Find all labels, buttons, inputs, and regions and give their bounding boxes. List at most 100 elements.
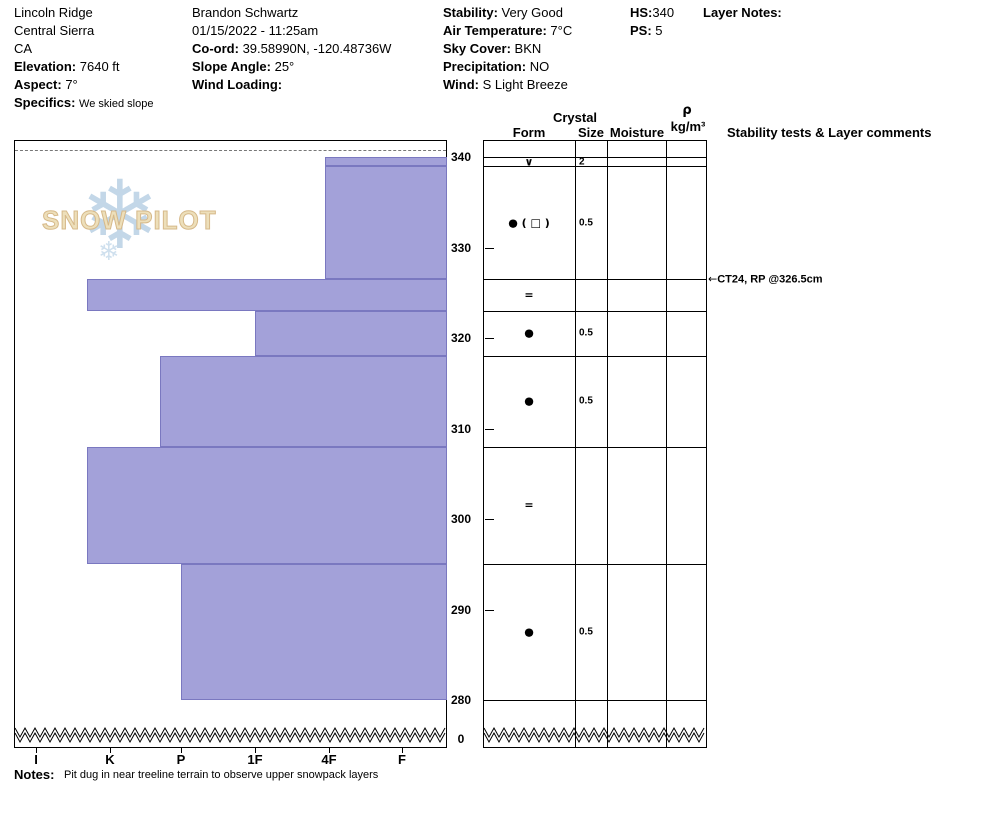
coord-value: 39.58990N, -120.48736W bbox=[242, 41, 392, 56]
break-zigzag bbox=[483, 725, 706, 745]
zigzag-line bbox=[483, 726, 705, 739]
logo-text: SNOW PILOT bbox=[42, 205, 217, 236]
observer-name: Brandon Schwartz bbox=[192, 5, 299, 20]
depth-tick-dash bbox=[485, 338, 494, 339]
snowflake-icon: ❄ bbox=[80, 161, 160, 271]
elevation-label: Elevation: bbox=[14, 59, 77, 74]
site-specifics: Specifics: We skied slope bbox=[14, 94, 153, 113]
slope-angle: Slope Angle: 25° bbox=[192, 58, 391, 76]
specifics-label: Specifics: bbox=[14, 95, 76, 110]
notes-text: Pit dug in near treeline terrain to obse… bbox=[64, 769, 379, 781]
wind-loading-label: Wind Loading: bbox=[192, 77, 283, 92]
form-column-header: Form bbox=[512, 125, 546, 140]
air-temp-value: 7°C bbox=[550, 23, 573, 38]
specifics-value: We skied slope bbox=[79, 98, 154, 110]
density-units-header: kg/m³ bbox=[670, 119, 706, 134]
depth-tick-label: 300 bbox=[450, 512, 472, 526]
table-column-divider bbox=[666, 140, 667, 748]
snowflake-icon: ❄ bbox=[98, 237, 120, 267]
stability-label: Stability: bbox=[443, 5, 498, 20]
pit-score: PS: 5 bbox=[630, 22, 674, 40]
wind-label: Wind: bbox=[443, 77, 479, 92]
hardness-axis-label: 4F bbox=[321, 752, 337, 767]
zigzag-line bbox=[14, 731, 446, 744]
observation-datetime: 01/15/2022 - 11:25am bbox=[192, 23, 319, 38]
aspect-label: Aspect: bbox=[14, 77, 62, 92]
hs-label: HS: bbox=[630, 5, 653, 20]
grain-form-symbol: ∨ bbox=[524, 155, 534, 169]
aspect-value: 7° bbox=[65, 77, 78, 92]
grain-form-symbol: = bbox=[524, 288, 534, 302]
site-info: Lincoln Ridge Central Sierra CA Elevatio… bbox=[14, 4, 153, 113]
depth-tick-dash bbox=[485, 609, 494, 611]
snowpilot-logo: ❄ ❄ SNOW PILOT bbox=[40, 169, 220, 275]
depth-tick-label: 310 bbox=[450, 421, 472, 436]
layer-notes-info: Layer Notes: bbox=[703, 4, 782, 22]
sky-cover: Sky Cover: BKN bbox=[443, 40, 572, 58]
stability-tests-header: Stability tests & Layer comments bbox=[727, 125, 932, 140]
grain-size-value: 0.5 bbox=[579, 217, 593, 229]
grain-form-symbol: ● ( □ ) bbox=[508, 216, 550, 230]
table-column-divider bbox=[607, 140, 608, 748]
coordinates: Co-ord: 39.58990N, -120.48736W bbox=[192, 40, 391, 58]
grain-size-value: 0.5 bbox=[579, 626, 593, 638]
hardness-bar bbox=[325, 157, 447, 167]
air-temperature: Air Temperature: 7°C bbox=[443, 22, 572, 40]
zigzag-line bbox=[483, 731, 705, 744]
moisture-column-header: Moisture bbox=[609, 125, 665, 140]
hardness-axis-tick bbox=[181, 748, 182, 753]
layer-notes-label: Layer Notes: bbox=[703, 5, 782, 20]
depth-tick-label: 280 bbox=[450, 693, 472, 707]
zigzag-line bbox=[14, 726, 446, 739]
sky-cover-value: BKN bbox=[514, 41, 542, 56]
layer-boundary-line bbox=[483, 446, 707, 448]
crystal-table-area bbox=[483, 140, 707, 748]
layer-boundary-line bbox=[483, 157, 707, 158]
wind-loading: Wind Loading: bbox=[192, 76, 391, 94]
crystal-header: Crystal bbox=[552, 110, 598, 125]
stability: Stability: Very Good bbox=[443, 4, 572, 22]
ps-value: 5 bbox=[655, 23, 663, 38]
stability-value: Very Good bbox=[501, 5, 563, 20]
hardness-axis-tick bbox=[402, 748, 403, 753]
hardness-axis-tick bbox=[255, 748, 256, 753]
hardness-bar bbox=[87, 446, 447, 565]
depth-tick-dash bbox=[485, 519, 494, 520]
grain-form-symbol: ● bbox=[524, 625, 534, 639]
hardness-axis-tick bbox=[329, 748, 330, 753]
depth-tick-dash bbox=[485, 428, 494, 430]
hardness-axis-label: I bbox=[34, 752, 38, 767]
wind: Wind: S Light Breeze bbox=[443, 76, 572, 94]
layer-boundary-line bbox=[483, 700, 707, 701]
grain-form-symbol: ● bbox=[524, 394, 534, 408]
air-temp-label: Air Temperature: bbox=[443, 23, 547, 38]
total-height: HS:340 bbox=[630, 4, 674, 22]
depth-tick-label: 320 bbox=[450, 331, 472, 345]
grain-form-symbol: ● bbox=[524, 326, 534, 340]
layer-boundary-line bbox=[483, 564, 707, 566]
precipitation-value: NO bbox=[529, 59, 550, 74]
site-state: CA bbox=[14, 41, 33, 56]
site-aspect: Aspect: 7° bbox=[14, 76, 153, 94]
size-column-header: Size bbox=[577, 125, 605, 140]
layer-boundary-line bbox=[483, 356, 707, 358]
density-symbol-header: ρ bbox=[682, 103, 692, 118]
depth-tick-label: 330 bbox=[450, 240, 472, 255]
elevation-value: 7640 ft bbox=[79, 59, 120, 74]
hardness-bar bbox=[181, 564, 447, 700]
conditions-info: Stability: Very Good Air Temperature: 7°… bbox=[443, 4, 572, 94]
stability-test-text: CT24, RP @326.5cm bbox=[717, 273, 823, 286]
hardness-bar bbox=[255, 310, 447, 357]
left-arrow-icon: ← bbox=[708, 272, 718, 286]
slope-angle-label: Slope Angle: bbox=[192, 59, 271, 74]
hardness-axis-label: 1F bbox=[247, 752, 263, 767]
hardness-axis-label: P bbox=[176, 752, 186, 767]
break-zigzag bbox=[14, 725, 446, 745]
hardness-bar bbox=[87, 279, 447, 311]
observer-info: Brandon Schwartz 01/15/2022 - 11:25am Co… bbox=[192, 4, 391, 94]
hardness-axis-label: K bbox=[105, 752, 115, 767]
depth-tick-label: 340 bbox=[450, 150, 472, 164]
depth-zero-label: 0 bbox=[457, 732, 465, 746]
zigzag-svg bbox=[14, 726, 446, 744]
hs-value: 340 bbox=[652, 5, 675, 20]
